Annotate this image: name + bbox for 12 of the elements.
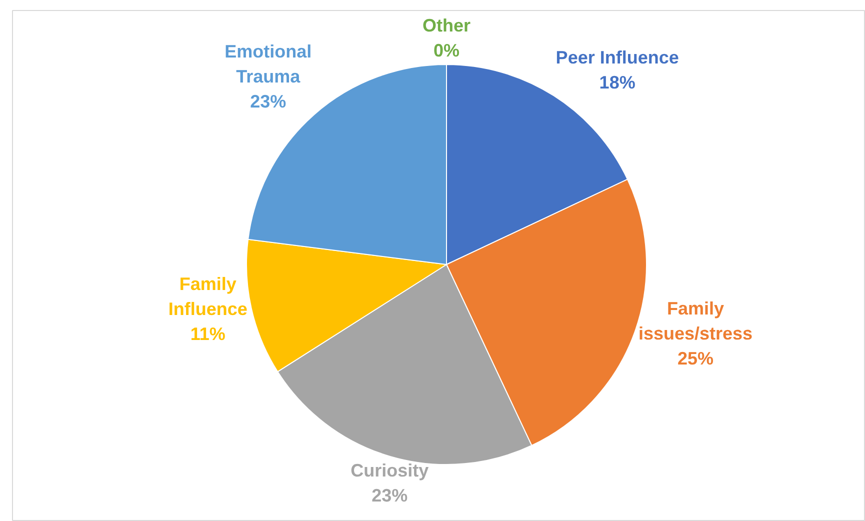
data-label: 18% (599, 72, 636, 92)
slice-label: Family issues/stress (638, 298, 753, 344)
text: 0% (433, 40, 460, 60)
data-label: 23% (250, 91, 286, 112)
data-label: 23% (372, 485, 408, 506)
slice-label: Family Influence (168, 274, 248, 319)
data-label: 11% (190, 324, 226, 344)
data-label: 25% (677, 348, 714, 369)
category-label: Other (422, 16, 471, 36)
slice-label: Curiosity (350, 460, 429, 480)
slice-label: Peer Influence (556, 47, 679, 68)
slice-label: Emotional Trauma (224, 41, 312, 86)
